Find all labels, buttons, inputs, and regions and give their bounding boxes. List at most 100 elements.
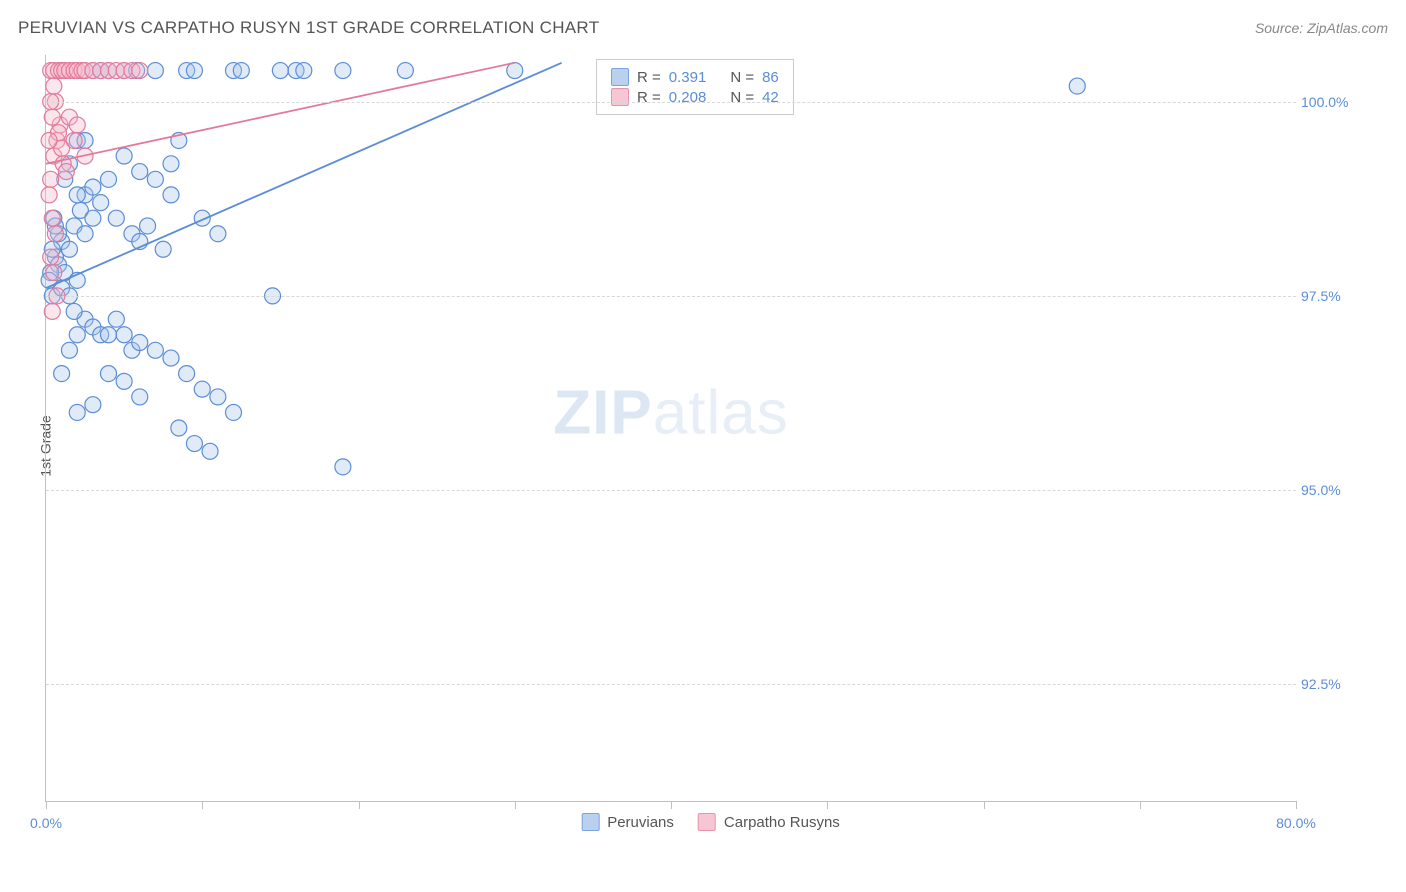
- scatter-point: [61, 241, 77, 257]
- scatter-point: [171, 420, 187, 436]
- chart-container: 1st Grade ZIPatlas R =0.391N =86R =0.208…: [45, 55, 1376, 837]
- bottom-legend-item: Carpatho Rusyns: [698, 813, 840, 831]
- scatter-point: [61, 342, 77, 358]
- scatter-point: [101, 171, 117, 187]
- bottom-legend: Peruvians Carpatho Rusyns: [581, 813, 840, 831]
- scatter-point: [132, 63, 148, 79]
- stats-legend-row: R = 0.391 N = 86: [611, 68, 779, 86]
- scatter-point: [155, 241, 171, 257]
- chart-title: PERUVIAN VS CARPATHO RUSYN 1ST GRADE COR…: [18, 18, 599, 38]
- scatter-point: [44, 210, 60, 226]
- x-tick: [515, 801, 516, 809]
- scatter-point: [335, 63, 351, 79]
- x-tick-label: 80.0%: [1276, 815, 1316, 831]
- source-link[interactable]: ZipAtlas.com: [1307, 20, 1388, 36]
- scatter-point: [202, 443, 218, 459]
- scatter-point: [186, 63, 202, 79]
- bottom-legend-item: Peruvians: [581, 813, 674, 831]
- scatter-point: [43, 171, 59, 187]
- stat-n-value: 86: [762, 69, 779, 86]
- x-tick: [1296, 801, 1297, 809]
- y-tick-label: 97.5%: [1301, 288, 1371, 304]
- scatter-point: [47, 226, 63, 242]
- y-tick-label: 95.0%: [1301, 482, 1371, 498]
- stat-n-label: N =: [730, 69, 754, 86]
- scatter-point: [46, 265, 62, 281]
- legend-swatch: [698, 813, 716, 831]
- scatter-point: [58, 164, 74, 180]
- scatter-point: [69, 404, 85, 420]
- scatter-point: [163, 187, 179, 203]
- plot-area: ZIPatlas R =0.391N =86R =0.208N =42 92.5…: [45, 55, 1296, 802]
- scatter-point: [186, 436, 202, 452]
- scatter-point: [69, 117, 85, 133]
- stat-n-label: N =: [730, 89, 754, 106]
- grid-line: [46, 102, 1296, 103]
- bottom-legend-label: Peruvians: [607, 814, 674, 831]
- y-tick-label: 92.5%: [1301, 676, 1371, 692]
- grid-line: [46, 490, 1296, 491]
- scatter-point: [77, 226, 93, 242]
- scatter-point: [69, 327, 85, 343]
- scatter-point: [44, 303, 60, 319]
- x-tick: [1140, 801, 1141, 809]
- scatter-point: [132, 164, 148, 180]
- y-tick-label: 100.0%: [1301, 94, 1371, 110]
- scatter-point: [147, 342, 163, 358]
- scatter-point: [210, 389, 226, 405]
- scatter-point: [132, 335, 148, 351]
- scatter-point: [66, 303, 82, 319]
- scatter-point: [85, 179, 101, 195]
- scatter-point: [69, 187, 85, 203]
- x-tick: [359, 801, 360, 809]
- scatter-point: [335, 459, 351, 475]
- stats-legend-row: R =0.208N =42: [611, 88, 779, 106]
- grid-line: [46, 684, 1296, 685]
- scatter-point: [85, 397, 101, 413]
- stat-r-value: 0.391: [669, 69, 707, 86]
- scatter-point: [507, 63, 523, 79]
- scatter-point: [116, 148, 132, 164]
- scatter-point: [43, 249, 59, 265]
- scatter-point: [226, 404, 242, 420]
- chart-header: PERUVIAN VS CARPATHO RUSYN 1ST GRADE COR…: [18, 18, 1388, 38]
- x-tick: [671, 801, 672, 809]
- stat-r-label: R =: [637, 89, 661, 106]
- source-prefix: Source:: [1255, 20, 1307, 36]
- scatter-point: [163, 156, 179, 172]
- x-tick: [827, 801, 828, 809]
- scatter-point: [140, 218, 156, 234]
- trend-line: [46, 63, 562, 288]
- scatter-point: [210, 226, 226, 242]
- bottom-legend-label: Carpatho Rusyns: [724, 814, 840, 831]
- scatter-point: [194, 381, 210, 397]
- legend-swatch: [611, 68, 629, 86]
- scatter-point: [147, 171, 163, 187]
- scatter-point: [147, 63, 163, 79]
- scatter-point: [132, 389, 148, 405]
- scatter-point: [46, 78, 62, 94]
- scatter-point: [41, 187, 57, 203]
- grid-line: [46, 296, 1296, 297]
- stat-r-label: R =: [637, 69, 661, 86]
- scatter-point: [41, 132, 57, 148]
- scatter-point: [108, 311, 124, 327]
- scatter-point: [116, 373, 132, 389]
- scatter-point: [93, 195, 109, 211]
- legend-swatch: [611, 88, 629, 106]
- x-tick-label: 0.0%: [30, 815, 62, 831]
- scatter-point: [179, 366, 195, 382]
- scatter-point: [44, 109, 60, 125]
- scatter-point: [296, 63, 312, 79]
- scatter-point: [101, 366, 117, 382]
- scatter-point: [233, 63, 249, 79]
- scatter-point: [66, 132, 82, 148]
- scatter-point: [397, 63, 413, 79]
- scatter-point: [108, 210, 124, 226]
- plot-svg: [46, 55, 1296, 801]
- stat-r-value: 0.208: [669, 89, 707, 106]
- scatter-point: [272, 63, 288, 79]
- x-tick: [202, 801, 203, 809]
- scatter-point: [101, 327, 117, 343]
- x-tick: [46, 801, 47, 809]
